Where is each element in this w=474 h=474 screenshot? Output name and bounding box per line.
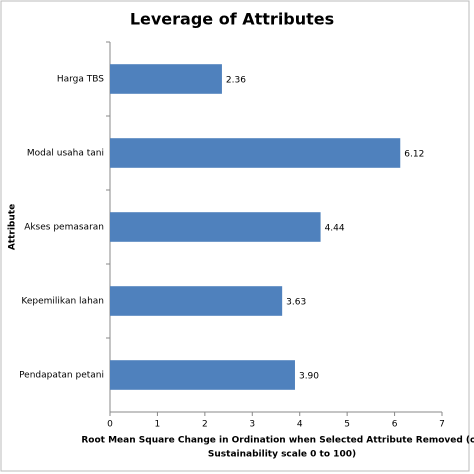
bar [110, 212, 321, 242]
x-tick-label: 6 [392, 420, 398, 430]
x-tick-label: 2 [202, 420, 208, 430]
bar [110, 286, 283, 316]
bar [110, 138, 401, 168]
y-tick-label: Harga TBS [57, 75, 104, 85]
y-tick-label: Pendapatan petani [19, 371, 104, 381]
x-axis-label: Sustainability scale 0 to 100) [208, 450, 356, 460]
value-label: 2.36 [226, 76, 246, 86]
y-tick-label: Akses pemasaran [24, 223, 104, 233]
x-tick-label: 5 [344, 420, 350, 430]
y-axis-label: Attribute [8, 204, 18, 250]
x-tick-label: 1 [155, 420, 161, 430]
x-axis-label: Root Mean Square Change in Ordination wh… [81, 436, 474, 446]
chart-title: Leverage of Attributes [130, 10, 334, 29]
value-label: 3.90 [299, 372, 319, 382]
x-tick-label: 0 [107, 420, 113, 430]
value-label: 6.12 [404, 150, 424, 160]
bar [110, 360, 295, 390]
y-tick-label: Modal usaha tani [27, 149, 104, 159]
x-tick-label: 7 [439, 420, 445, 430]
y-tick-label: Kepemilikan lahan [21, 297, 104, 307]
value-label: 3.63 [286, 298, 306, 308]
x-tick-label: 3 [249, 420, 255, 430]
bar [110, 64, 222, 94]
x-tick-label: 4 [297, 420, 303, 430]
value-label: 4.44 [325, 224, 345, 234]
